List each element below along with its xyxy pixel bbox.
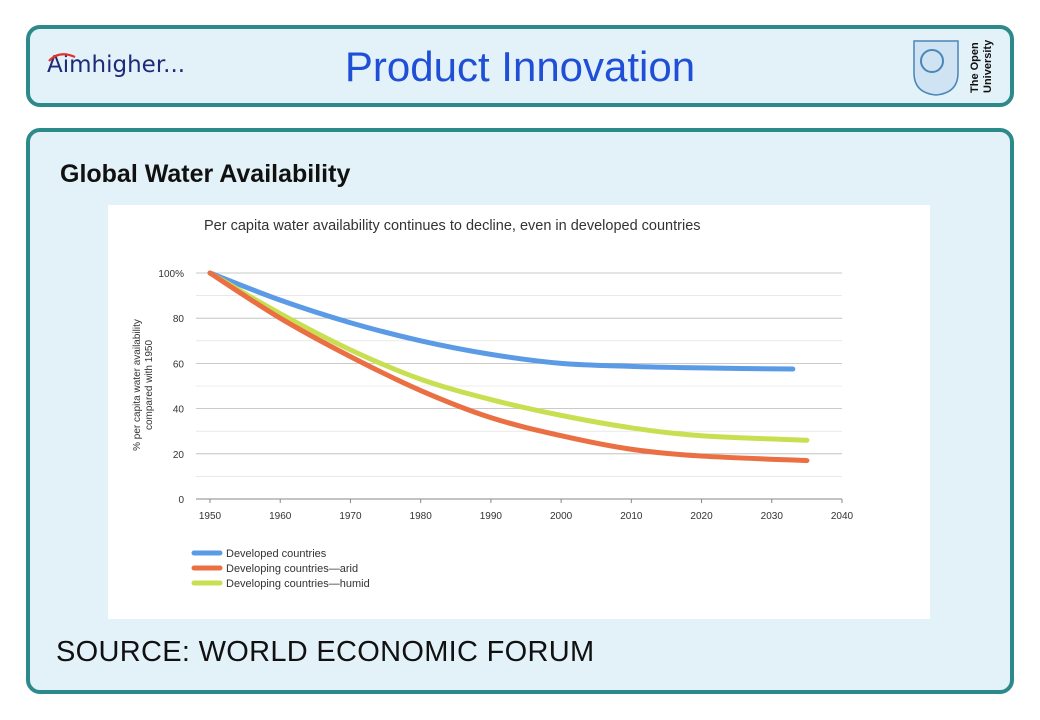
ou-logo-text-1: The Open bbox=[969, 42, 981, 93]
y-tick-label: 0 bbox=[178, 495, 184, 506]
legend-label: Developed countries bbox=[226, 548, 327, 560]
series-line bbox=[207, 270, 796, 372]
y-tick-label: 100% bbox=[158, 269, 184, 280]
x-tick-label: 2010 bbox=[620, 511, 643, 522]
chart-card: Per capita water availability continues … bbox=[108, 205, 930, 619]
x-tick-label: 1990 bbox=[480, 511, 503, 522]
y-tick-label: 40 bbox=[173, 405, 185, 416]
x-tick-label: 2020 bbox=[690, 511, 713, 522]
source-caption: SOURCE: WORLD ECONOMIC FORUM bbox=[56, 636, 595, 668]
logo-arc-icon bbox=[48, 53, 76, 62]
x-tick-label: 2000 bbox=[550, 511, 573, 522]
logo-text-rest: imhigher... bbox=[62, 52, 186, 78]
x-tick-label: 1980 bbox=[410, 511, 433, 522]
section-title: Global Water Availability bbox=[60, 160, 351, 188]
x-tick-label: 1970 bbox=[339, 511, 362, 522]
legend-label: Developing countries—arid bbox=[226, 563, 358, 575]
y-axis-label: % per capita water availabilitycompared … bbox=[132, 319, 155, 451]
chart-title: Per capita water availability continues … bbox=[204, 218, 701, 234]
x-tick-label: 2040 bbox=[831, 511, 854, 522]
legend: Developed countries Developing countries—… bbox=[191, 548, 370, 590]
series-line bbox=[207, 270, 810, 464]
water-availability-chart: Per capita water availability continues … bbox=[132, 218, 854, 590]
legend-label: Developing countries—humid bbox=[226, 578, 370, 590]
content-panel: Global Water Availability Per capita wat… bbox=[26, 128, 1014, 694]
x-tick-label: 1950 bbox=[199, 511, 222, 522]
series-line bbox=[207, 270, 810, 443]
ou-circle-icon bbox=[920, 49, 944, 73]
ou-shield-icon bbox=[913, 40, 959, 96]
x-tick-label: 2030 bbox=[761, 511, 784, 522]
y-tick-label: 20 bbox=[173, 450, 185, 461]
aimhigher-logo: Aimhigher... bbox=[47, 51, 185, 79]
series-layer bbox=[207, 270, 810, 464]
ou-logo-text-2: University bbox=[982, 39, 994, 93]
open-university-logo: The Open University bbox=[913, 39, 994, 96]
slide-title: Product Innovation bbox=[344, 43, 696, 90]
y-tick-label: 80 bbox=[173, 314, 185, 325]
y-tick-label: 60 bbox=[173, 359, 185, 370]
x-tick-label: 1960 bbox=[269, 511, 292, 522]
header-panel: Aimhigher... Product Innovation The Open… bbox=[26, 25, 1014, 107]
